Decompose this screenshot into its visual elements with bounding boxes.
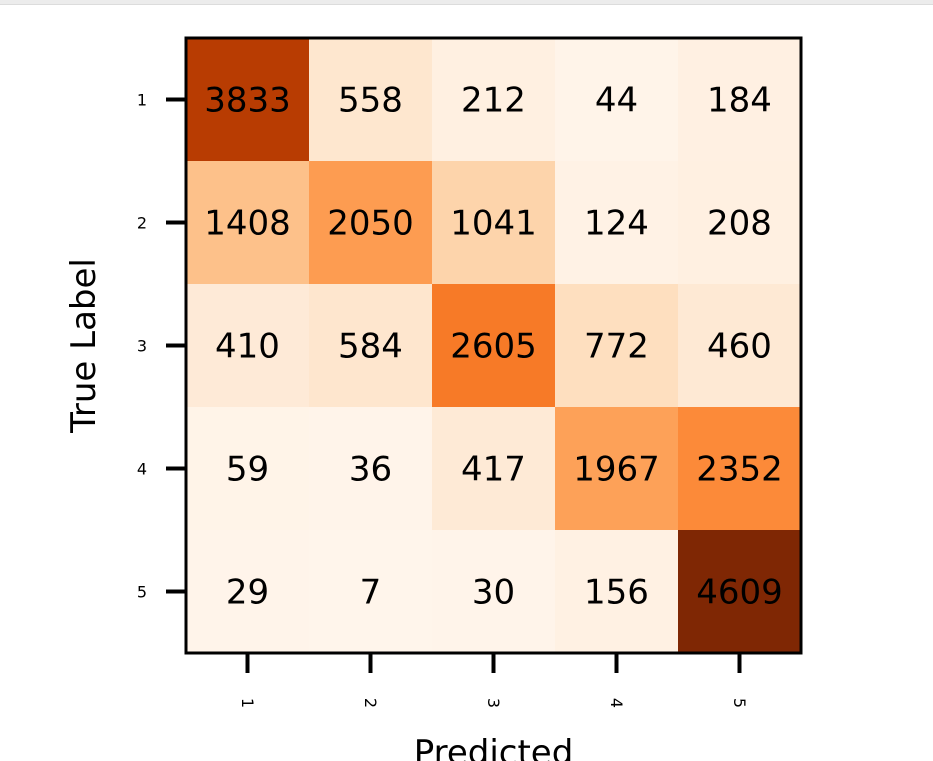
cell-value-label: 36 (349, 450, 392, 490)
cell-value-label: 2050 (327, 204, 414, 244)
heatmap-cell (555, 161, 678, 284)
heatmap-cell (678, 407, 801, 530)
cell-value-label: 7 (360, 573, 382, 613)
cell-value-label: 584 (338, 327, 403, 367)
cell-value-label: 772 (584, 327, 649, 367)
y-axis-ticks: 1 2 3 4 5 (137, 91, 186, 602)
x-tick-label: 5 (730, 698, 749, 708)
x-tick-label: 2 (361, 698, 380, 708)
heatmap-cell (432, 530, 555, 653)
heatmap-cell (309, 407, 432, 530)
cell-value-label: 212 (461, 81, 526, 121)
x-tick-label: 1 (238, 698, 257, 708)
heatmap-cell (309, 161, 432, 284)
cell-value-label: 410 (215, 327, 280, 367)
y-tick-label: 1 (137, 91, 147, 110)
cell-value-labels: 3833 558 212 44 184 1408 2050 1041 124 208 410 584 2… (204, 81, 783, 613)
heatmap-cell (432, 161, 555, 284)
y-tick-label: 2 (137, 214, 147, 233)
heatmap-cell (186, 530, 309, 653)
y-tick-label: 4 (137, 460, 147, 479)
cell-value-label: 1041 (450, 204, 537, 244)
cell-value-label: 2352 (696, 450, 783, 490)
y-tick-label: 3 (137, 337, 147, 356)
heatmap-cell (186, 407, 309, 530)
heatmap-cell (432, 38, 555, 161)
x-axis-ticks: 1 2 3 4 5 (238, 653, 749, 708)
x-tick-label: 3 (484, 698, 503, 708)
heatmap-cell (678, 161, 801, 284)
y-tick-label: 5 (137, 583, 147, 602)
cell-value-label: 4609 (696, 573, 783, 613)
heatmap-cell (678, 530, 801, 653)
cell-value-label: 156 (584, 573, 649, 613)
heatmap-cell (678, 284, 801, 407)
cell-value-label: 2605 (450, 327, 537, 367)
heatmap-cell (555, 407, 678, 530)
heatmap-cell (309, 38, 432, 161)
heatmap-cell (186, 38, 309, 161)
window-top-edge (0, 0, 933, 5)
heatmap-cell (432, 284, 555, 407)
heatmap-cell (186, 284, 309, 407)
x-tick-label: 4 (607, 698, 626, 708)
heatmap-cells (186, 38, 801, 653)
cell-value-label: 1967 (573, 450, 660, 490)
cell-value-label: 30 (472, 573, 515, 613)
heatmap-cell (309, 530, 432, 653)
cell-value-label: 184 (707, 81, 772, 121)
cell-value-label: 29 (226, 573, 269, 613)
cell-value-label: 208 (707, 204, 772, 244)
cell-value-label: 124 (584, 204, 649, 244)
heatmap-cell (555, 530, 678, 653)
heatmap-cell (678, 38, 801, 161)
heatmap-cell (309, 284, 432, 407)
cell-value-label: 1408 (204, 204, 291, 244)
cell-value-label: 3833 (204, 81, 291, 121)
x-axis-title: Predicted (414, 733, 574, 761)
heatmap-cell (555, 38, 678, 161)
cell-value-label: 59 (226, 450, 269, 490)
cell-value-label: 460 (707, 327, 772, 367)
heatmap-cell (432, 407, 555, 530)
y-axis-title: True Label (64, 258, 104, 434)
cell-value-label: 558 (338, 81, 403, 121)
heatmap-cell (186, 161, 309, 284)
heatmap-cell (555, 284, 678, 407)
cell-value-label: 417 (461, 450, 526, 490)
cell-value-label: 44 (595, 81, 638, 121)
